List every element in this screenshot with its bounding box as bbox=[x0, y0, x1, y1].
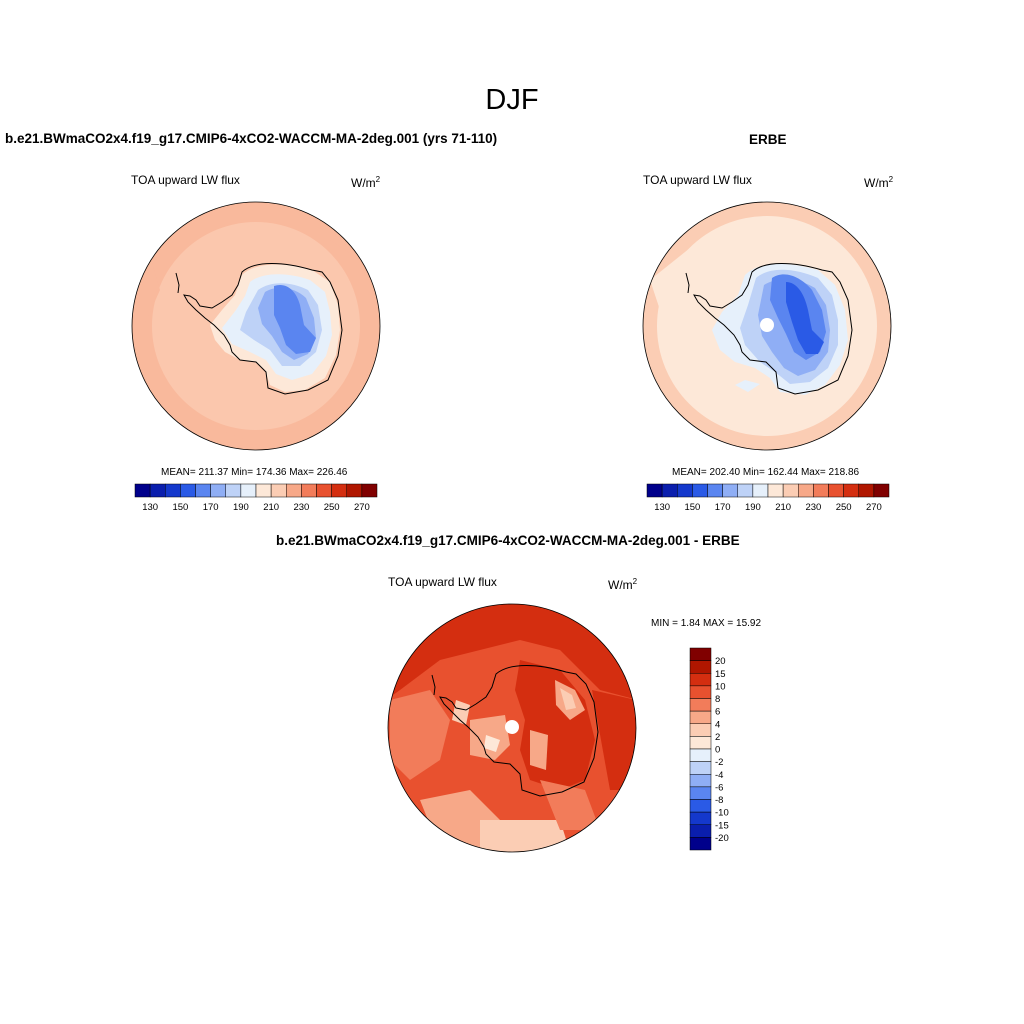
colorbar-swatch bbox=[286, 483, 302, 498]
colorbar-swatch bbox=[689, 710, 712, 724]
colorbar-swatch bbox=[255, 483, 272, 498]
colorbar-swatch bbox=[270, 483, 287, 498]
colorbar-tick-label: 0 bbox=[715, 745, 720, 756]
colorbar-tick-label: 8 bbox=[715, 694, 720, 705]
model-stats: MEAN= 211.37 Min= 174.36 Max= 226.46 bbox=[161, 467, 348, 478]
colorbar-tick-label: -20 bbox=[715, 833, 729, 844]
obs-panel-title: ERBE bbox=[749, 132, 787, 147]
colorbar-swatch bbox=[195, 483, 211, 498]
colorbar-tick-label: 250 bbox=[324, 502, 340, 513]
colorbar-tick-label: 270 bbox=[354, 502, 370, 513]
diff-units-label: W/m2 bbox=[608, 577, 638, 592]
colorbar-tick-label: 170 bbox=[203, 502, 219, 513]
colorbar-swatch bbox=[689, 647, 712, 661]
colorbar-tick-label: 15 bbox=[715, 669, 726, 680]
figure-title: DJF bbox=[485, 84, 539, 116]
colorbar-swatch bbox=[707, 483, 723, 498]
colorbar-swatch bbox=[180, 483, 196, 498]
colorbar-swatch bbox=[858, 483, 875, 498]
colorbar-swatch bbox=[752, 483, 769, 498]
colorbar-tick-label: 210 bbox=[263, 502, 279, 513]
colorbar-swatch bbox=[689, 685, 712, 699]
colorbar-swatch bbox=[782, 483, 799, 498]
colorbar-swatch bbox=[316, 483, 332, 498]
colorbar-tick-label: -10 bbox=[715, 808, 729, 819]
colorbar-swatch bbox=[722, 483, 738, 498]
colorbar-tick-label: 190 bbox=[745, 502, 761, 513]
colorbar-swatch bbox=[301, 483, 317, 498]
colorbar-swatch bbox=[689, 786, 712, 800]
colorbar-swatch bbox=[346, 483, 363, 498]
obs-polar-map bbox=[642, 201, 892, 451]
colorbar-swatch bbox=[361, 483, 378, 498]
colorbar-swatch bbox=[677, 483, 693, 498]
colorbar-swatch bbox=[689, 761, 712, 775]
model-variable-label: TOA upward LW flux bbox=[131, 173, 240, 187]
colorbar-swatch bbox=[689, 774, 712, 788]
colorbar-tick-label: -8 bbox=[715, 795, 723, 806]
colorbar-tick-label: 230 bbox=[293, 502, 309, 513]
colorbar-swatch bbox=[843, 483, 859, 498]
model-colorbar: 130 150 170 190 210 230 250 270 bbox=[134, 483, 378, 513]
colorbar-swatch bbox=[689, 698, 712, 712]
colorbar-swatch bbox=[873, 483, 890, 498]
colorbar-tick-label: 20 bbox=[715, 656, 726, 667]
colorbar-swatch bbox=[689, 660, 712, 674]
model-panel-title: b.e21.BWmaCO2x4.f19_g17.CMIP6-4xCO2-WACC… bbox=[5, 131, 498, 146]
colorbar-tick-label: 10 bbox=[715, 681, 726, 692]
colorbar-tick-label: 6 bbox=[715, 707, 720, 718]
obs-units-label: W/m2 bbox=[864, 175, 894, 190]
colorbar-tick-label: 230 bbox=[805, 502, 821, 513]
colorbar-tick-label: 130 bbox=[142, 502, 158, 513]
obs-colorbar: 130 150 170 190 210 230 250 270 bbox=[646, 483, 890, 513]
diff-polar-map bbox=[387, 603, 637, 853]
colorbar-swatch bbox=[661, 483, 678, 498]
diff-stats: MIN = 1.84 MAX = 15.92 bbox=[651, 618, 762, 629]
obs-stats: MEAN= 202.40 Min= 162.44 Max= 218.86 bbox=[672, 467, 860, 478]
colorbar-swatch bbox=[798, 483, 814, 498]
model-polar-map bbox=[131, 201, 381, 451]
colorbar-swatch bbox=[692, 483, 708, 498]
colorbar-swatch bbox=[689, 748, 712, 762]
model-units-label: W/m2 bbox=[351, 175, 381, 190]
colorbar-swatch bbox=[737, 483, 754, 498]
colorbar-tick-label: 130 bbox=[654, 502, 670, 513]
obs-variable-label: TOA upward LW flux bbox=[643, 173, 752, 187]
colorbar-tick-label: 4 bbox=[715, 719, 720, 730]
colorbar-swatch bbox=[767, 483, 784, 498]
colorbar-swatch bbox=[331, 483, 347, 498]
colorbar-swatch bbox=[689, 723, 712, 737]
colorbar-tick-label: 2 bbox=[715, 732, 720, 743]
colorbar-tick-label: -6 bbox=[715, 782, 723, 793]
colorbar-tick-label: 190 bbox=[233, 502, 249, 513]
colorbar-swatch bbox=[813, 483, 829, 498]
colorbar-swatch bbox=[240, 483, 257, 498]
colorbar-tick-label: 250 bbox=[836, 502, 852, 513]
colorbar-tick-label: 150 bbox=[172, 502, 188, 513]
colorbar-swatch bbox=[689, 736, 712, 750]
colorbar-swatch bbox=[689, 824, 712, 838]
colorbar-tick-label: -2 bbox=[715, 757, 723, 768]
colorbar-swatch bbox=[165, 483, 181, 498]
colorbar-tick-label: -4 bbox=[715, 770, 723, 781]
colorbar-swatch bbox=[689, 837, 712, 851]
colorbar-swatch bbox=[225, 483, 242, 498]
colorbar-swatch bbox=[689, 673, 712, 687]
colorbar-tick-label: 150 bbox=[684, 502, 700, 513]
colorbar-swatch bbox=[134, 483, 151, 498]
colorbar-swatch bbox=[689, 799, 712, 813]
diff-panel-title: b.e21.BWmaCO2x4.f19_g17.CMIP6-4xCO2-WACC… bbox=[276, 533, 740, 548]
colorbar-tick-label: 270 bbox=[866, 502, 882, 513]
colorbar-swatch bbox=[210, 483, 226, 498]
colorbar-swatch bbox=[646, 483, 663, 498]
colorbar-tick-label: 170 bbox=[715, 502, 731, 513]
diff-variable-label: TOA upward LW flux bbox=[388, 575, 497, 589]
colorbar-tick-label: 210 bbox=[775, 502, 791, 513]
colorbar-swatch bbox=[689, 811, 712, 825]
colorbar-swatch bbox=[149, 483, 166, 498]
colorbar-tick-label: -15 bbox=[715, 820, 729, 831]
colorbar-swatch bbox=[828, 483, 844, 498]
